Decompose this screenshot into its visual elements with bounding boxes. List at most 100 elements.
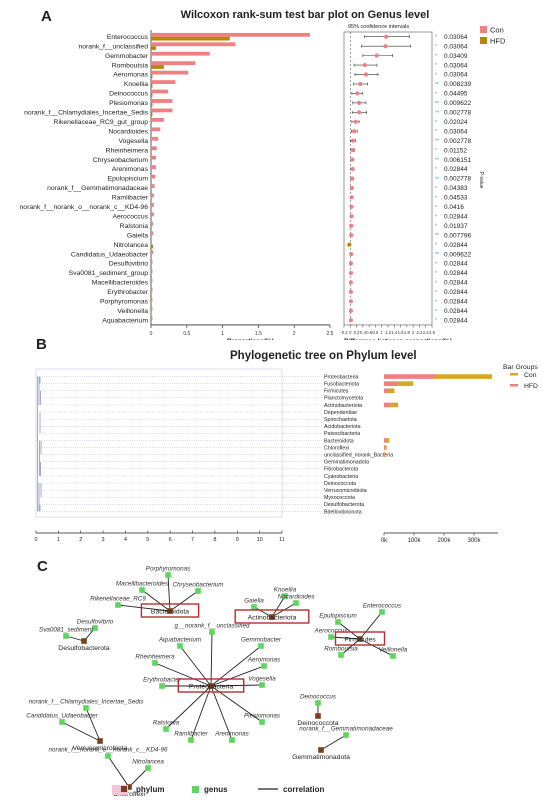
- significance-mark: **: [435, 176, 439, 182]
- phylum-node: [357, 636, 363, 642]
- phylum-node: [318, 747, 324, 753]
- genus-node: [328, 634, 334, 640]
- genus-label: Enterococcus: [363, 603, 402, 610]
- significance-mark: **: [435, 233, 439, 239]
- significance-mark: *: [435, 44, 437, 50]
- bar-x-tick-label: 200k: [437, 538, 451, 544]
- genus-label: Macellibacteroides: [92, 280, 149, 287]
- ci-point: [356, 110, 362, 115]
- bar-hfd: [151, 83, 153, 88]
- phylum-label: Actinobacteriota: [248, 615, 297, 622]
- genus-label: Erythrobacter: [107, 289, 149, 296]
- significance-mark: **: [435, 110, 439, 116]
- genus-label: Aquabacterium: [102, 317, 148, 324]
- p-value: 0.02844: [444, 308, 468, 315]
- legend-phylum-label: phylum: [136, 785, 164, 794]
- bar-con: [151, 193, 154, 198]
- genus-node: [379, 609, 385, 615]
- bar-con: [151, 259, 153, 264]
- genus-label: Ralstonia: [120, 223, 149, 230]
- bar-con: [151, 165, 157, 170]
- bar-hfd: [384, 381, 398, 386]
- ci-point: [349, 223, 354, 228]
- p-value: 0.03409: [444, 53, 468, 60]
- significance-mark: **: [435, 158, 439, 164]
- genus-label: Gaiella: [244, 598, 264, 605]
- phylum-label: Acidobacteriota: [324, 424, 361, 430]
- ci-point: [347, 242, 352, 247]
- bar-hfd: [151, 65, 164, 69]
- genus-label: Romboutsia: [112, 62, 148, 69]
- genus-node: [115, 602, 121, 608]
- genus-node: [177, 643, 183, 649]
- genus-label: Chryseobacterium: [172, 582, 223, 589]
- genus-node: [343, 732, 349, 738]
- bar-con: [386, 438, 390, 443]
- significance-mark: *: [435, 73, 437, 79]
- ci-point: [363, 72, 369, 77]
- bar-con: [151, 212, 154, 217]
- genus-node: [335, 619, 341, 625]
- genus-node: [145, 765, 151, 771]
- bar-hfd: [384, 388, 389, 394]
- genus-label: Aerococcus: [314, 628, 349, 635]
- ci-point: [353, 119, 358, 124]
- bar-con: [390, 402, 399, 408]
- bar-hfd: [151, 112, 153, 117]
- ci-point: [351, 129, 357, 134]
- legend-swatch-con: [480, 26, 487, 33]
- phylum-highlight-box: [177, 678, 245, 693]
- phylum-label: Proteobacteria: [324, 374, 359, 380]
- phylum-node: [126, 784, 132, 790]
- right-x-tick-label: 2.6: [429, 330, 436, 335]
- p-value: 0.03064: [444, 128, 468, 135]
- phylum-label: Desulfobacterota: [58, 645, 110, 652]
- tree-axis-tick-label: 5: [146, 537, 149, 543]
- p-value: 0.0416: [444, 204, 464, 211]
- significance-mark: *: [435, 224, 437, 230]
- genus-label: Rheinheimera: [106, 147, 149, 154]
- p-value: 0.04533: [444, 195, 468, 202]
- phylum-label: Chloroflexi: [324, 445, 349, 451]
- significance-mark: *: [435, 214, 437, 220]
- genus-label: norank_f__unclassified: [78, 43, 148, 50]
- legend-swatch-hfd: [510, 384, 518, 387]
- phylum-label: Fusobacteriota: [324, 381, 359, 387]
- tree-axis-tick-label: 10: [257, 537, 263, 543]
- bar-x-tick-label: 300k: [467, 538, 481, 544]
- correlation-edge: [107, 755, 130, 788]
- tree-axis-tick-label: 8: [213, 537, 216, 543]
- genus-label: Porphyromonas: [100, 299, 149, 306]
- genus-node: [63, 633, 69, 639]
- bar-con: [151, 99, 173, 103]
- right-x-tick-label: 1: [381, 330, 384, 335]
- tree-axis-tick-label: 1: [57, 537, 60, 543]
- bar-con: [151, 269, 153, 273]
- p-value: 0.02844: [444, 299, 468, 306]
- p-value: 0.01937: [444, 223, 468, 230]
- correlation-edge: [85, 707, 101, 742]
- genus-label: Aquabacterium: [158, 637, 201, 644]
- bar-hfd: [384, 402, 391, 408]
- phylum-label: Proteobacteria: [189, 684, 233, 691]
- significance-mark: *: [435, 299, 437, 305]
- genus-label: norank_f__Chlamydiales_Incertae_Sedis: [24, 110, 149, 117]
- significance-mark: *: [435, 167, 437, 173]
- p-value: 0.03064: [444, 34, 468, 41]
- ci-header: 95% confidence intervals: [348, 24, 409, 30]
- genus-node: [338, 652, 344, 658]
- genus-node: [163, 726, 169, 732]
- significance-mark: *: [435, 243, 437, 249]
- bar-x-tick-label: 0k: [381, 538, 388, 544]
- p-value: 0.04495: [444, 91, 468, 98]
- genus-node: [259, 682, 265, 688]
- genus-node: [139, 587, 145, 593]
- genus-label: norank_f__norank_o__norank_c__KD4-96: [48, 747, 168, 754]
- ci-point: [349, 233, 354, 238]
- left-x-tick-label: 2.5: [327, 331, 334, 337]
- bar-con: [151, 278, 153, 283]
- significance-mark: *: [435, 195, 437, 201]
- genus-label: Vogesella: [248, 676, 276, 683]
- tree-axis-tick-label: 3: [102, 537, 105, 543]
- right-x-tick-label: 2.2: [416, 330, 423, 335]
